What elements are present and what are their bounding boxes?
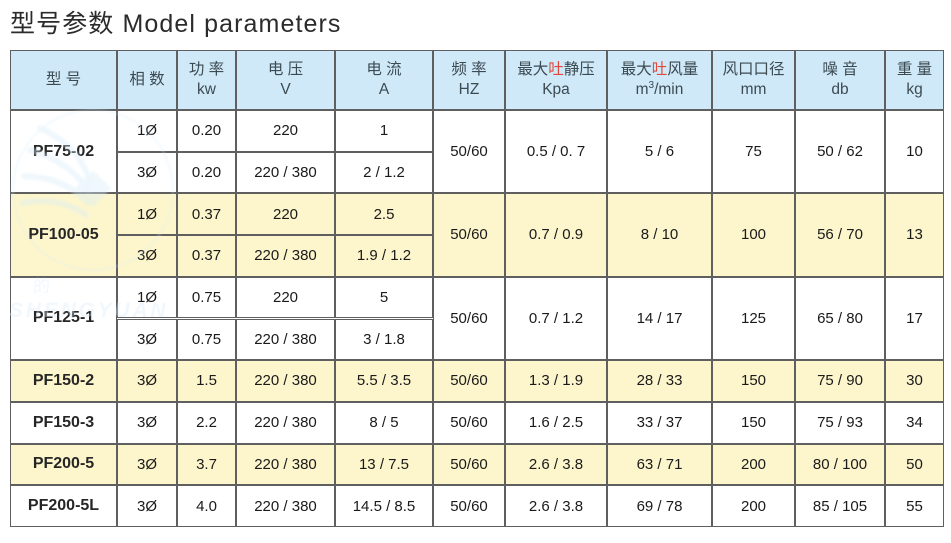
svg-text:的: 的 — [33, 277, 50, 296]
svg-text:SHENGYUAN: SHENGYUAN — [9, 299, 168, 322]
